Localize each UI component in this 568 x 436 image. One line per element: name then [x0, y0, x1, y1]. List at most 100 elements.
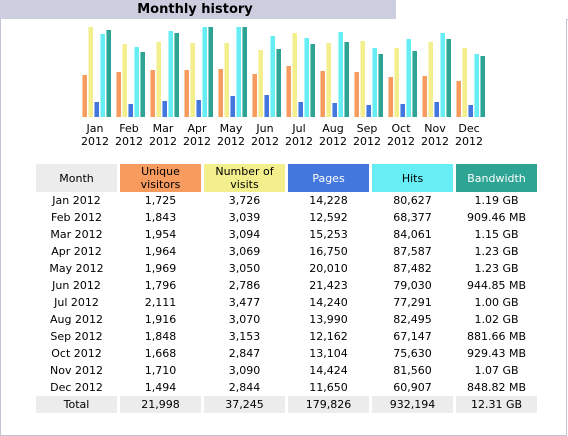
bar-highlight — [344, 42, 345, 117]
bar-highlight — [258, 50, 259, 117]
bar-pages-jul — [298, 102, 303, 117]
bar-highlight — [116, 72, 117, 117]
bar-bandwidth-jun — [276, 49, 281, 117]
month-label-name: Sep — [356, 122, 378, 135]
table-row: May 2012 1,969 3,050 20,010 87,482 1.23 … — [36, 260, 537, 277]
bar-visits-dec — [462, 48, 467, 117]
bar-visitors-may — [218, 69, 223, 117]
cell-bandwidth: 1.00 GB — [474, 296, 519, 309]
bar-highlight — [462, 48, 463, 117]
cell-month: Jul 2012 — [54, 296, 99, 309]
bar-visits-apr — [190, 43, 195, 117]
bar-highlight — [202, 27, 203, 117]
cell-visitors: 1,494 — [144, 381, 177, 394]
cell-visitors: 1,969 — [144, 262, 177, 275]
bar-highlight — [372, 48, 373, 117]
month-label-year: 2012 — [455, 135, 483, 148]
cell-pages: 16,750 — [309, 245, 348, 258]
cell-pages: 20,010 — [309, 262, 348, 275]
bar-highlight — [88, 27, 89, 117]
bar-hits-feb — [134, 47, 139, 117]
bar-highlight — [276, 49, 277, 117]
bar-pages-mar — [162, 101, 167, 117]
cell-month: Jan 2012 — [52, 194, 101, 207]
cell-month: Dec 2012 — [50, 381, 103, 394]
bar-visitors-dec — [456, 81, 461, 117]
bar-highlight — [134, 47, 135, 117]
bar-highlight — [456, 81, 457, 117]
cell-visitors: 1,796 — [144, 279, 177, 292]
bar-bandwidth-oct — [412, 51, 417, 117]
bar-highlight — [230, 96, 231, 117]
bar-pages-may — [230, 96, 235, 117]
cell-visitors: 1,916 — [144, 313, 177, 326]
bar-highlight — [190, 43, 191, 117]
cell-month: May 2012 — [49, 262, 104, 275]
cell-hits: 80,627 — [393, 194, 432, 207]
cell-hits: 87,482 — [393, 262, 432, 275]
bar-bandwidth-feb — [140, 52, 145, 117]
month-label-name: Jan — [86, 122, 104, 135]
cell-visits: 3,039 — [228, 211, 261, 224]
table-header-row: Month Unique visitors Number of visits P… — [36, 164, 537, 192]
bar-highlight — [242, 27, 243, 117]
bar-bandwidth-jan — [106, 30, 111, 117]
cell-pages: 12,592 — [309, 211, 348, 224]
bar-highlight — [140, 52, 141, 117]
bar-highlight — [406, 39, 407, 117]
cell-month: Sep 2012 — [50, 330, 103, 343]
bar-pages-aug — [332, 103, 337, 117]
cell-bandwidth: 1.23 GB — [474, 262, 519, 275]
header-number-of-visits: Number of visits — [204, 164, 285, 192]
cell-hits: 77,291 — [393, 296, 432, 309]
bar-bandwidth-aug — [344, 42, 349, 117]
bar-highlight — [156, 42, 157, 117]
bar-visitors-jul — [286, 66, 291, 117]
cell-total-pages: 179,826 — [288, 396, 369, 413]
cell-month: Mar 2012 — [50, 228, 103, 241]
bar-pages-nov — [434, 102, 439, 117]
month-label-name: Dec — [458, 122, 480, 135]
cell-visits: 3,094 — [228, 228, 261, 241]
cell-month: Nov 2012 — [50, 364, 103, 377]
bar-highlight — [446, 39, 447, 117]
bar-pages-sep — [366, 105, 371, 117]
header-pages: Pages — [288, 164, 369, 192]
month-label-name: Mar — [152, 122, 174, 135]
table-total-row: Total 21,998 37,245 179,826 932,194 12.3… — [36, 396, 537, 413]
bar-highlight — [412, 51, 413, 117]
bar-highlight — [354, 72, 355, 117]
bar-highlight — [82, 75, 83, 117]
bar-highlight — [122, 44, 123, 117]
month-label-jan: Jan 2012 — [78, 122, 112, 148]
bar-highlight — [388, 77, 389, 117]
bar-highlight — [394, 48, 395, 117]
month-label-year: 2012 — [251, 135, 279, 148]
bar-highlight — [270, 36, 271, 117]
bar-highlight — [434, 102, 435, 117]
month-label-year: 2012 — [149, 135, 177, 148]
cell-bandwidth: 881.66 MB — [466, 330, 527, 343]
cell-visits: 2,847 — [228, 347, 261, 360]
bar-visitors-aug — [320, 71, 325, 117]
bar-hits-jan — [100, 34, 105, 117]
cell-hits: 87,587 — [393, 245, 432, 258]
cell-hits: 75,630 — [393, 347, 432, 360]
bar-highlight — [304, 38, 305, 117]
cell-hits: 68,377 — [393, 211, 432, 224]
table-row: Aug 2012 1,916 3,070 13,990 82,495 1.02 … — [36, 311, 537, 328]
bar-visits-oct — [394, 48, 399, 117]
section-title-bar: Monthly history — [0, 0, 396, 20]
bar-highlight — [440, 33, 441, 117]
cell-visitors: 1,964 — [144, 245, 177, 258]
month-label-sep: Sep 2012 — [350, 122, 384, 148]
bar-highlight — [150, 70, 151, 117]
bar-highlight — [292, 33, 293, 117]
month-label-may: May 2012 — [214, 122, 248, 148]
cell-pages: 14,240 — [309, 296, 348, 309]
month-label-name: Oct — [391, 122, 411, 135]
month-label-name: Aug — [322, 122, 344, 135]
cell-bandwidth: 1.02 GB — [474, 313, 519, 326]
cell-bandwidth: 1.19 GB — [474, 194, 519, 207]
bar-bandwidth-jul — [310, 44, 315, 117]
